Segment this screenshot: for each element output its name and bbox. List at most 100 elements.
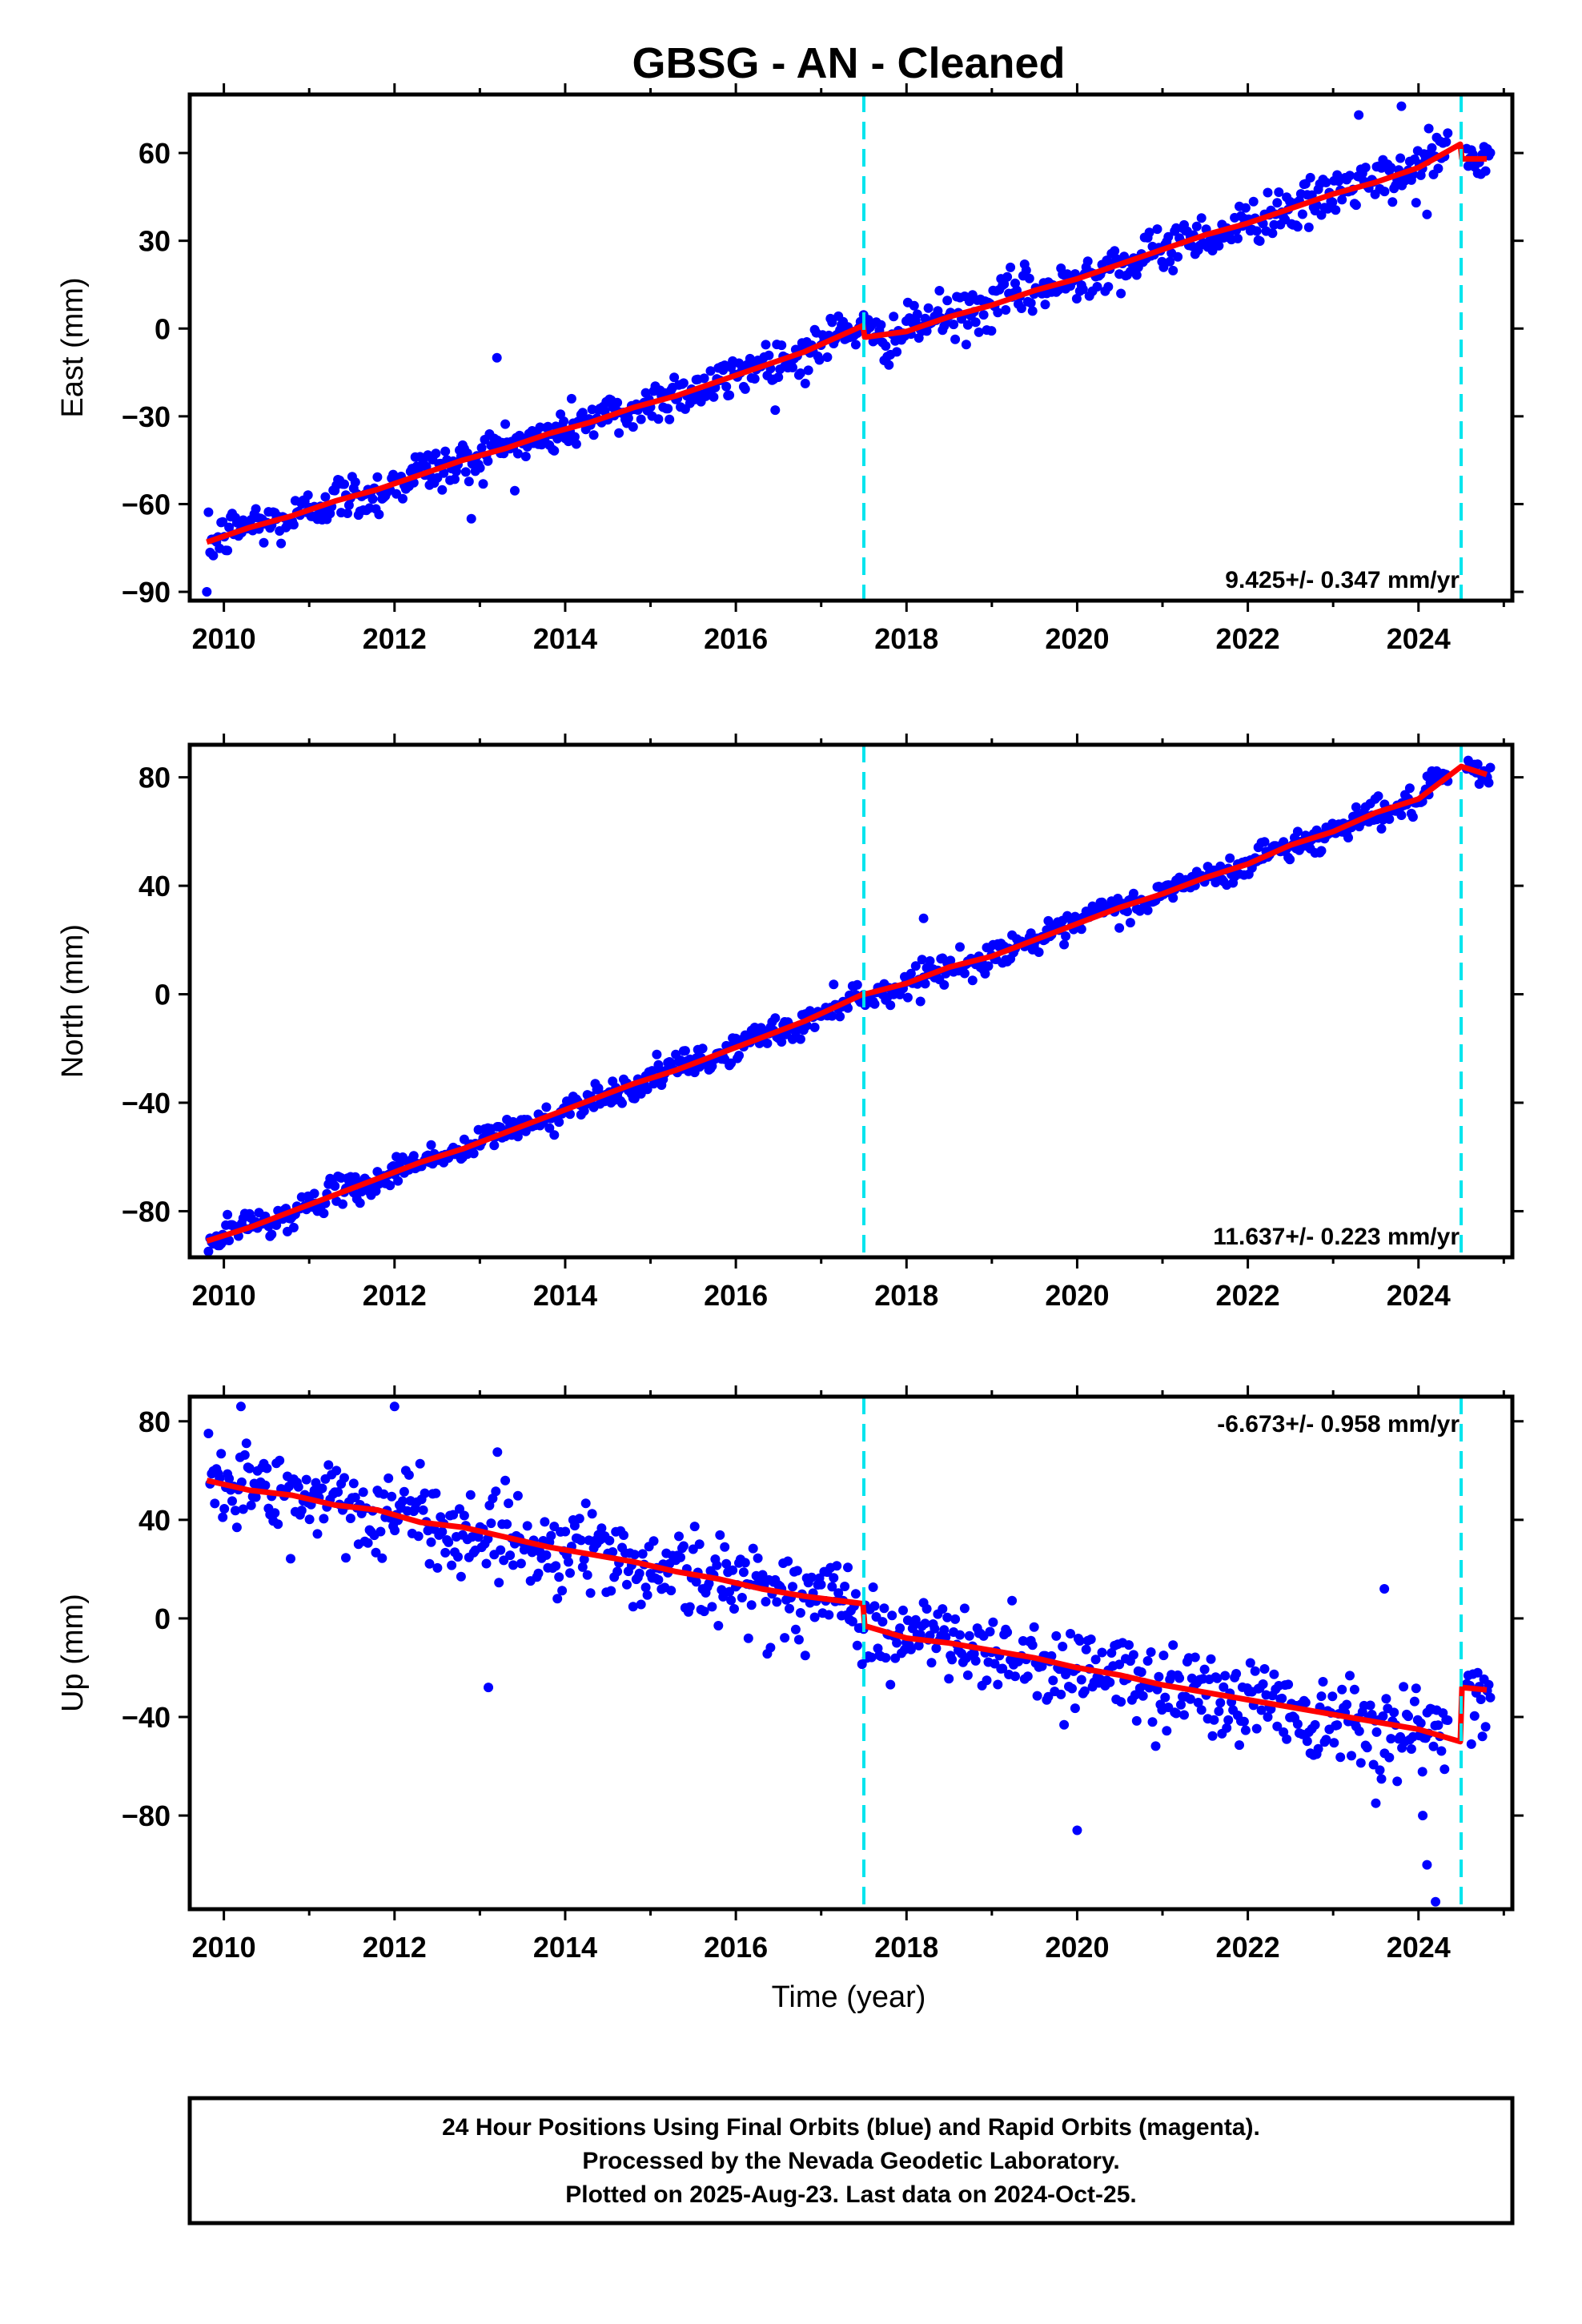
east-point-318 [705, 366, 716, 376]
up-xtick-label-0: 2010 [192, 1931, 256, 1964]
up-point-123 [398, 1496, 408, 1506]
up-point-293 [666, 1586, 677, 1596]
up-point-497 [988, 1617, 998, 1627]
up-point-495 [985, 1626, 995, 1637]
up-outlier-7 [1418, 1811, 1428, 1821]
up-point-81 [331, 1466, 342, 1476]
east-point-361 [773, 372, 784, 382]
up-point-30 [251, 1492, 261, 1502]
north-point-219 [549, 1130, 560, 1140]
east-point-718 [1337, 195, 1347, 205]
up-point-232 [569, 1521, 580, 1531]
north-point-284 [652, 1049, 662, 1059]
east-point-54 [288, 520, 299, 530]
east-point-614 [1173, 251, 1183, 262]
north-xtick-label-7: 2024 [1387, 1279, 1451, 1312]
up-point-645 [1222, 1723, 1232, 1733]
north-point-801 [1485, 762, 1496, 773]
east-point-447 [909, 300, 919, 311]
up-point-706 [1318, 1677, 1328, 1687]
north-point-54 [288, 1222, 299, 1232]
east-point-491 [978, 310, 989, 320]
up-point-738 [1368, 1759, 1379, 1770]
north-ytick-label-1: −40 [122, 1087, 171, 1120]
east-point-108 [374, 509, 384, 520]
up-point-59 [296, 1506, 307, 1516]
up-xtick-label-4: 2018 [874, 1931, 938, 1964]
up-point-311 [694, 1539, 705, 1550]
up-point-684 [1283, 1679, 1294, 1690]
north-point-457 [925, 956, 935, 966]
east-point-698 [1305, 172, 1315, 183]
up-point-597 [1146, 1647, 1156, 1657]
up-point-399 [833, 1588, 844, 1598]
up-point-15 [227, 1496, 237, 1506]
up-point-641 [1215, 1698, 1226, 1708]
up-point-93 [350, 1492, 360, 1502]
up-point-367 [783, 1556, 793, 1566]
east-point-505 [1001, 305, 1011, 315]
up-point-506 [1002, 1627, 1013, 1638]
up-point-653 [1235, 1740, 1244, 1751]
up-point-101 [363, 1538, 373, 1548]
up-point-403 [840, 1582, 850, 1591]
up-frame [187, 1394, 1515, 1912]
up-point-410 [850, 1589, 861, 1599]
up-point-299 [676, 1552, 685, 1562]
north-outlier-0 [918, 913, 929, 923]
east-point-785 [1443, 128, 1453, 139]
east-point-506 [1002, 271, 1013, 282]
east-ytick-label-1: −60 [122, 488, 171, 521]
east-point-274 [636, 414, 646, 424]
east-point-500 [993, 308, 1003, 318]
up-point-190 [504, 1498, 514, 1509]
up-point-740 [1371, 1727, 1382, 1737]
up-point-331 [726, 1595, 737, 1606]
up-point-598 [1147, 1717, 1158, 1727]
up-point-602 [1154, 1671, 1164, 1682]
east-point-3 [208, 550, 219, 561]
east-point-693 [1297, 209, 1307, 219]
north-point-647 [1225, 853, 1235, 863]
up-ytick-label-1: −40 [122, 1701, 171, 1734]
east-point-320 [709, 392, 719, 402]
up-point-368 [785, 1603, 794, 1614]
up-point-448 [910, 1614, 921, 1625]
east-outlier-5 [1422, 209, 1432, 219]
east-point-355 [764, 350, 774, 360]
footer-line-3: Plotted on 2025-Aug-23. Last data on 202… [565, 2181, 1137, 2208]
up-point-27 [246, 1500, 256, 1510]
up-point-273 [634, 1568, 644, 1578]
up-point-432 [885, 1679, 896, 1690]
up-point-317 [704, 1578, 714, 1589]
east-point-723 [1345, 171, 1355, 181]
up-point-644 [1220, 1671, 1231, 1681]
up-outlier-2 [484, 1683, 494, 1693]
up-point-275 [637, 1549, 648, 1559]
up-point-588 [1131, 1715, 1142, 1726]
north-point-595 [1142, 905, 1153, 915]
east-point-13 [224, 522, 235, 533]
up-point-254 [604, 1535, 615, 1546]
up-point-36 [260, 1480, 271, 1490]
east-point-657 [1240, 203, 1251, 213]
up-point-482 [964, 1630, 974, 1641]
up-point-469 [944, 1674, 954, 1684]
north-point-247 [593, 1083, 604, 1093]
east-point-225 [559, 416, 569, 426]
east-point-784 [1441, 137, 1452, 147]
up-outlier-3 [1072, 1825, 1082, 1835]
up-point-578 [1116, 1697, 1126, 1707]
north-ytick-label-4: 80 [139, 762, 171, 794]
north-point-181 [489, 1140, 500, 1151]
up-point-476 [955, 1630, 965, 1640]
up-point-736 [1365, 1700, 1375, 1711]
east-ytick-label-3: 0 [155, 312, 171, 345]
up-point-339 [738, 1567, 749, 1578]
up-point-422 [869, 1601, 880, 1611]
east-point-188 [500, 419, 511, 429]
up-outlier-4 [1379, 1584, 1390, 1594]
east-point-12 [223, 545, 233, 556]
up-point-171 [473, 1532, 484, 1542]
up-point-235 [574, 1514, 584, 1524]
